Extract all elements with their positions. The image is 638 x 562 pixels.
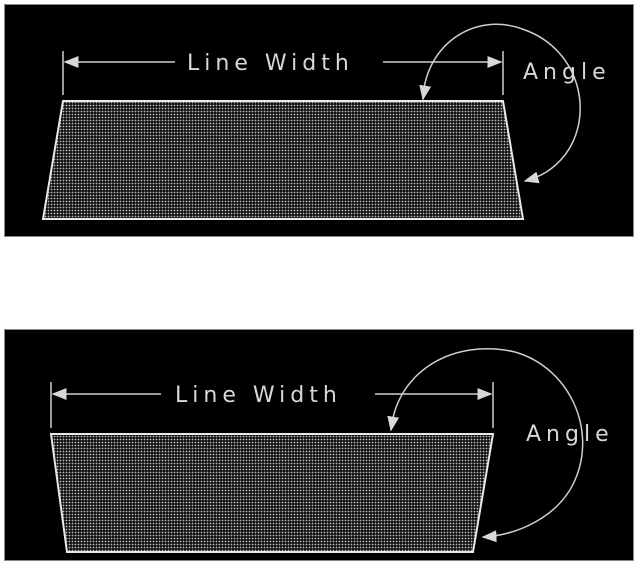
diagram-canvas: Line Width Angle — [41, 23, 611, 220]
angle-arc — [422, 23, 581, 184]
trapezoid-diagram-bottom: Line Width Angle — [4, 329, 634, 561]
angle-arc — [390, 348, 584, 543]
trapezoid-diagram-top: Line Width Angle — [4, 4, 634, 237]
angle-arc-start-arrow — [419, 84, 432, 101]
angle-arc-start-arrow — [387, 415, 400, 432]
line-cross-section — [41, 100, 525, 220]
diagram-canvas: Line Width Angle — [49, 348, 614, 553]
angle-label: Angle — [526, 422, 614, 447]
angle-label: Angle — [523, 60, 611, 85]
line-width-label: Line Width — [187, 51, 354, 76]
line-width-label: Line Width — [175, 383, 342, 408]
line-cross-section — [49, 433, 495, 553]
